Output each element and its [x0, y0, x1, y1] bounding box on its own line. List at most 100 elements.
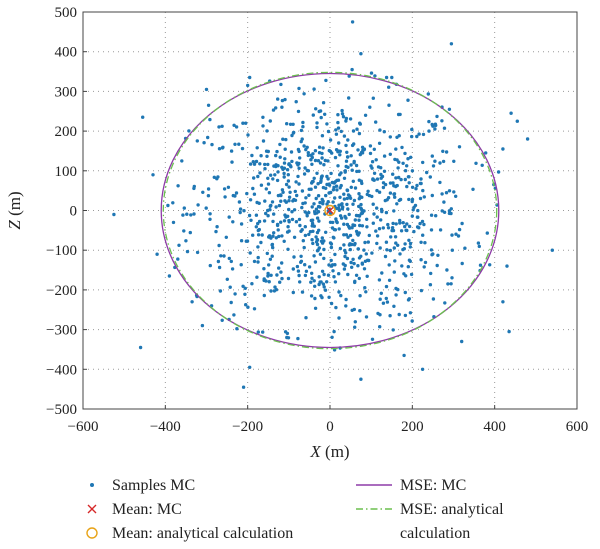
sample-point [206, 103, 211, 108]
sample-point [329, 301, 334, 306]
sample-point [384, 240, 389, 244]
sample-point [342, 192, 346, 196]
sample-point [272, 231, 276, 235]
sample-point [313, 260, 318, 264]
sample-point [352, 161, 356, 165]
sample-point [416, 208, 420, 213]
sample-point [279, 82, 283, 87]
sample-point [338, 246, 343, 251]
sample-point [417, 132, 421, 136]
sample-point [274, 236, 278, 240]
sample-point [442, 210, 447, 214]
sample-point [263, 162, 267, 167]
sample-point [282, 171, 286, 176]
sample-point [348, 194, 352, 198]
sample-point [303, 225, 307, 229]
sample-point [394, 293, 398, 297]
sample-point [303, 233, 308, 238]
sample-point [349, 163, 353, 167]
sample-point [291, 122, 295, 127]
sample-point [224, 235, 228, 239]
sample-point [373, 74, 377, 78]
sample-point [298, 223, 302, 228]
sample-point [250, 282, 254, 286]
sample-point [227, 256, 231, 261]
sample-point [344, 233, 349, 237]
sample-point [317, 145, 322, 149]
sample-point [364, 252, 368, 256]
sample-point [297, 182, 301, 186]
x-tick-label: −600 [68, 419, 99, 435]
sample-point [275, 149, 279, 154]
sample-point [411, 208, 415, 212]
sample-point [386, 226, 391, 230]
sample-point [379, 218, 383, 222]
sample-point [421, 233, 425, 237]
sample-point [364, 290, 368, 294]
sample-point [354, 229, 359, 234]
sample-point [393, 259, 397, 263]
sample-point [332, 227, 337, 232]
sample-point [290, 217, 295, 222]
sample-point [345, 256, 350, 261]
sample-point [291, 267, 295, 271]
x-axis-unit: (m) [321, 442, 350, 461]
sample-point [269, 173, 273, 177]
sample-point [339, 129, 343, 134]
y-axis-variable: Z [5, 220, 24, 230]
sample-point [386, 222, 390, 227]
sample-point [359, 179, 363, 183]
sample-point [342, 222, 346, 226]
sample-point [378, 297, 382, 301]
sample-point [405, 228, 409, 233]
sample-point [419, 240, 423, 244]
sample-point [291, 290, 295, 295]
sample-point [296, 109, 301, 114]
sample-point [353, 279, 357, 283]
sample-point [331, 188, 336, 192]
sample-point [433, 127, 437, 131]
sample-point [268, 257, 273, 261]
sample-point [321, 101, 326, 105]
sample-point [296, 269, 301, 273]
sample-point [406, 157, 410, 161]
legend-label: Mean: analytical calculation [112, 525, 293, 542]
sample-point [392, 184, 396, 188]
sample-point [310, 205, 314, 209]
sample-point [325, 122, 329, 126]
sample-point [443, 301, 447, 305]
sample-point [438, 228, 443, 232]
sample-point [326, 159, 330, 163]
sample-point [318, 200, 322, 205]
sample-point [304, 269, 309, 273]
sample-point [189, 213, 193, 217]
sample-point [266, 208, 270, 213]
sample-point [318, 205, 322, 209]
sample-point [351, 257, 355, 261]
sample-point [187, 129, 191, 133]
sample-point [297, 217, 302, 222]
sample-point [300, 189, 305, 193]
sample-point [279, 270, 283, 274]
sample-point [312, 176, 316, 180]
sample-point [297, 273, 301, 278]
sample-point [399, 177, 403, 182]
sample-point [484, 151, 488, 155]
sample-point [295, 193, 299, 198]
sample-point [474, 161, 478, 165]
x-tick-label: −200 [232, 419, 263, 435]
sample-point [375, 206, 379, 210]
sample-point [356, 247, 360, 251]
y-axis-ticks: −500 −400 −300 −200 −100 0 100 200 300 400 500 [46, 5, 87, 418]
sample-point [227, 215, 231, 219]
sample-point [334, 305, 338, 310]
sample-point [210, 142, 214, 147]
sample-point [394, 222, 398, 226]
sample-point [285, 335, 289, 340]
sample-point [265, 129, 269, 133]
sample-point [280, 276, 284, 281]
sample-point [352, 142, 356, 146]
sample-point [386, 196, 391, 200]
sample-point [309, 280, 313, 284]
sample-point [422, 265, 426, 269]
